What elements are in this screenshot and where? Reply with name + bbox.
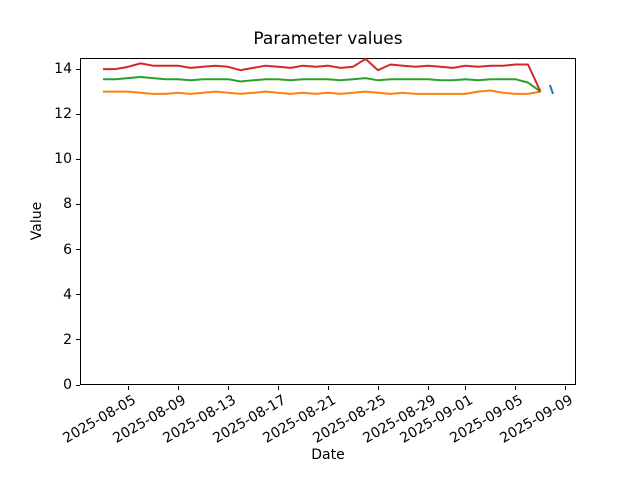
y-axis-label: Value xyxy=(29,201,45,241)
line-param-red xyxy=(103,57,542,93)
plot-area xyxy=(80,58,576,385)
y-axis-tick-label: 12 xyxy=(54,106,72,123)
x-axis-tick xyxy=(177,386,179,390)
y-axis-tick xyxy=(76,203,80,205)
x-axis-tick xyxy=(515,386,516,390)
y-axis-tick-label: 4 xyxy=(63,286,72,303)
y-axis-tick xyxy=(76,68,80,70)
x-axis-tick xyxy=(277,386,279,390)
y-axis-tick-label: 2 xyxy=(63,331,72,348)
y-axis-tick xyxy=(76,294,80,296)
line-param-blue xyxy=(548,84,554,95)
x-axis-tick xyxy=(427,386,429,390)
y-axis-tick xyxy=(76,113,80,115)
x-axis-tick xyxy=(465,386,466,390)
y-axis-tick-label: 10 xyxy=(54,151,72,168)
y-axis-tick-label: 0 xyxy=(63,377,72,393)
x-axis-tick xyxy=(377,386,379,390)
y-axis-tick-label: 6 xyxy=(63,241,72,258)
x-axis-label: Date xyxy=(311,447,345,463)
line-param-orange xyxy=(103,89,541,95)
x-axis-tick xyxy=(327,386,329,390)
y-axis-tick-label: 14 xyxy=(54,61,72,78)
y-axis-tick xyxy=(76,339,80,341)
line-param-green xyxy=(103,76,542,93)
y-axis-tick xyxy=(76,384,80,386)
plot-svg xyxy=(103,57,554,95)
x-axis-tick xyxy=(127,386,129,390)
y-axis-tick-label: 8 xyxy=(63,196,72,213)
y-axis-tick xyxy=(76,249,80,251)
y-axis-tick xyxy=(76,158,80,160)
x-axis-tick xyxy=(227,386,229,390)
chart-title: Parameter values xyxy=(253,29,403,49)
x-axis-tick xyxy=(565,386,566,390)
